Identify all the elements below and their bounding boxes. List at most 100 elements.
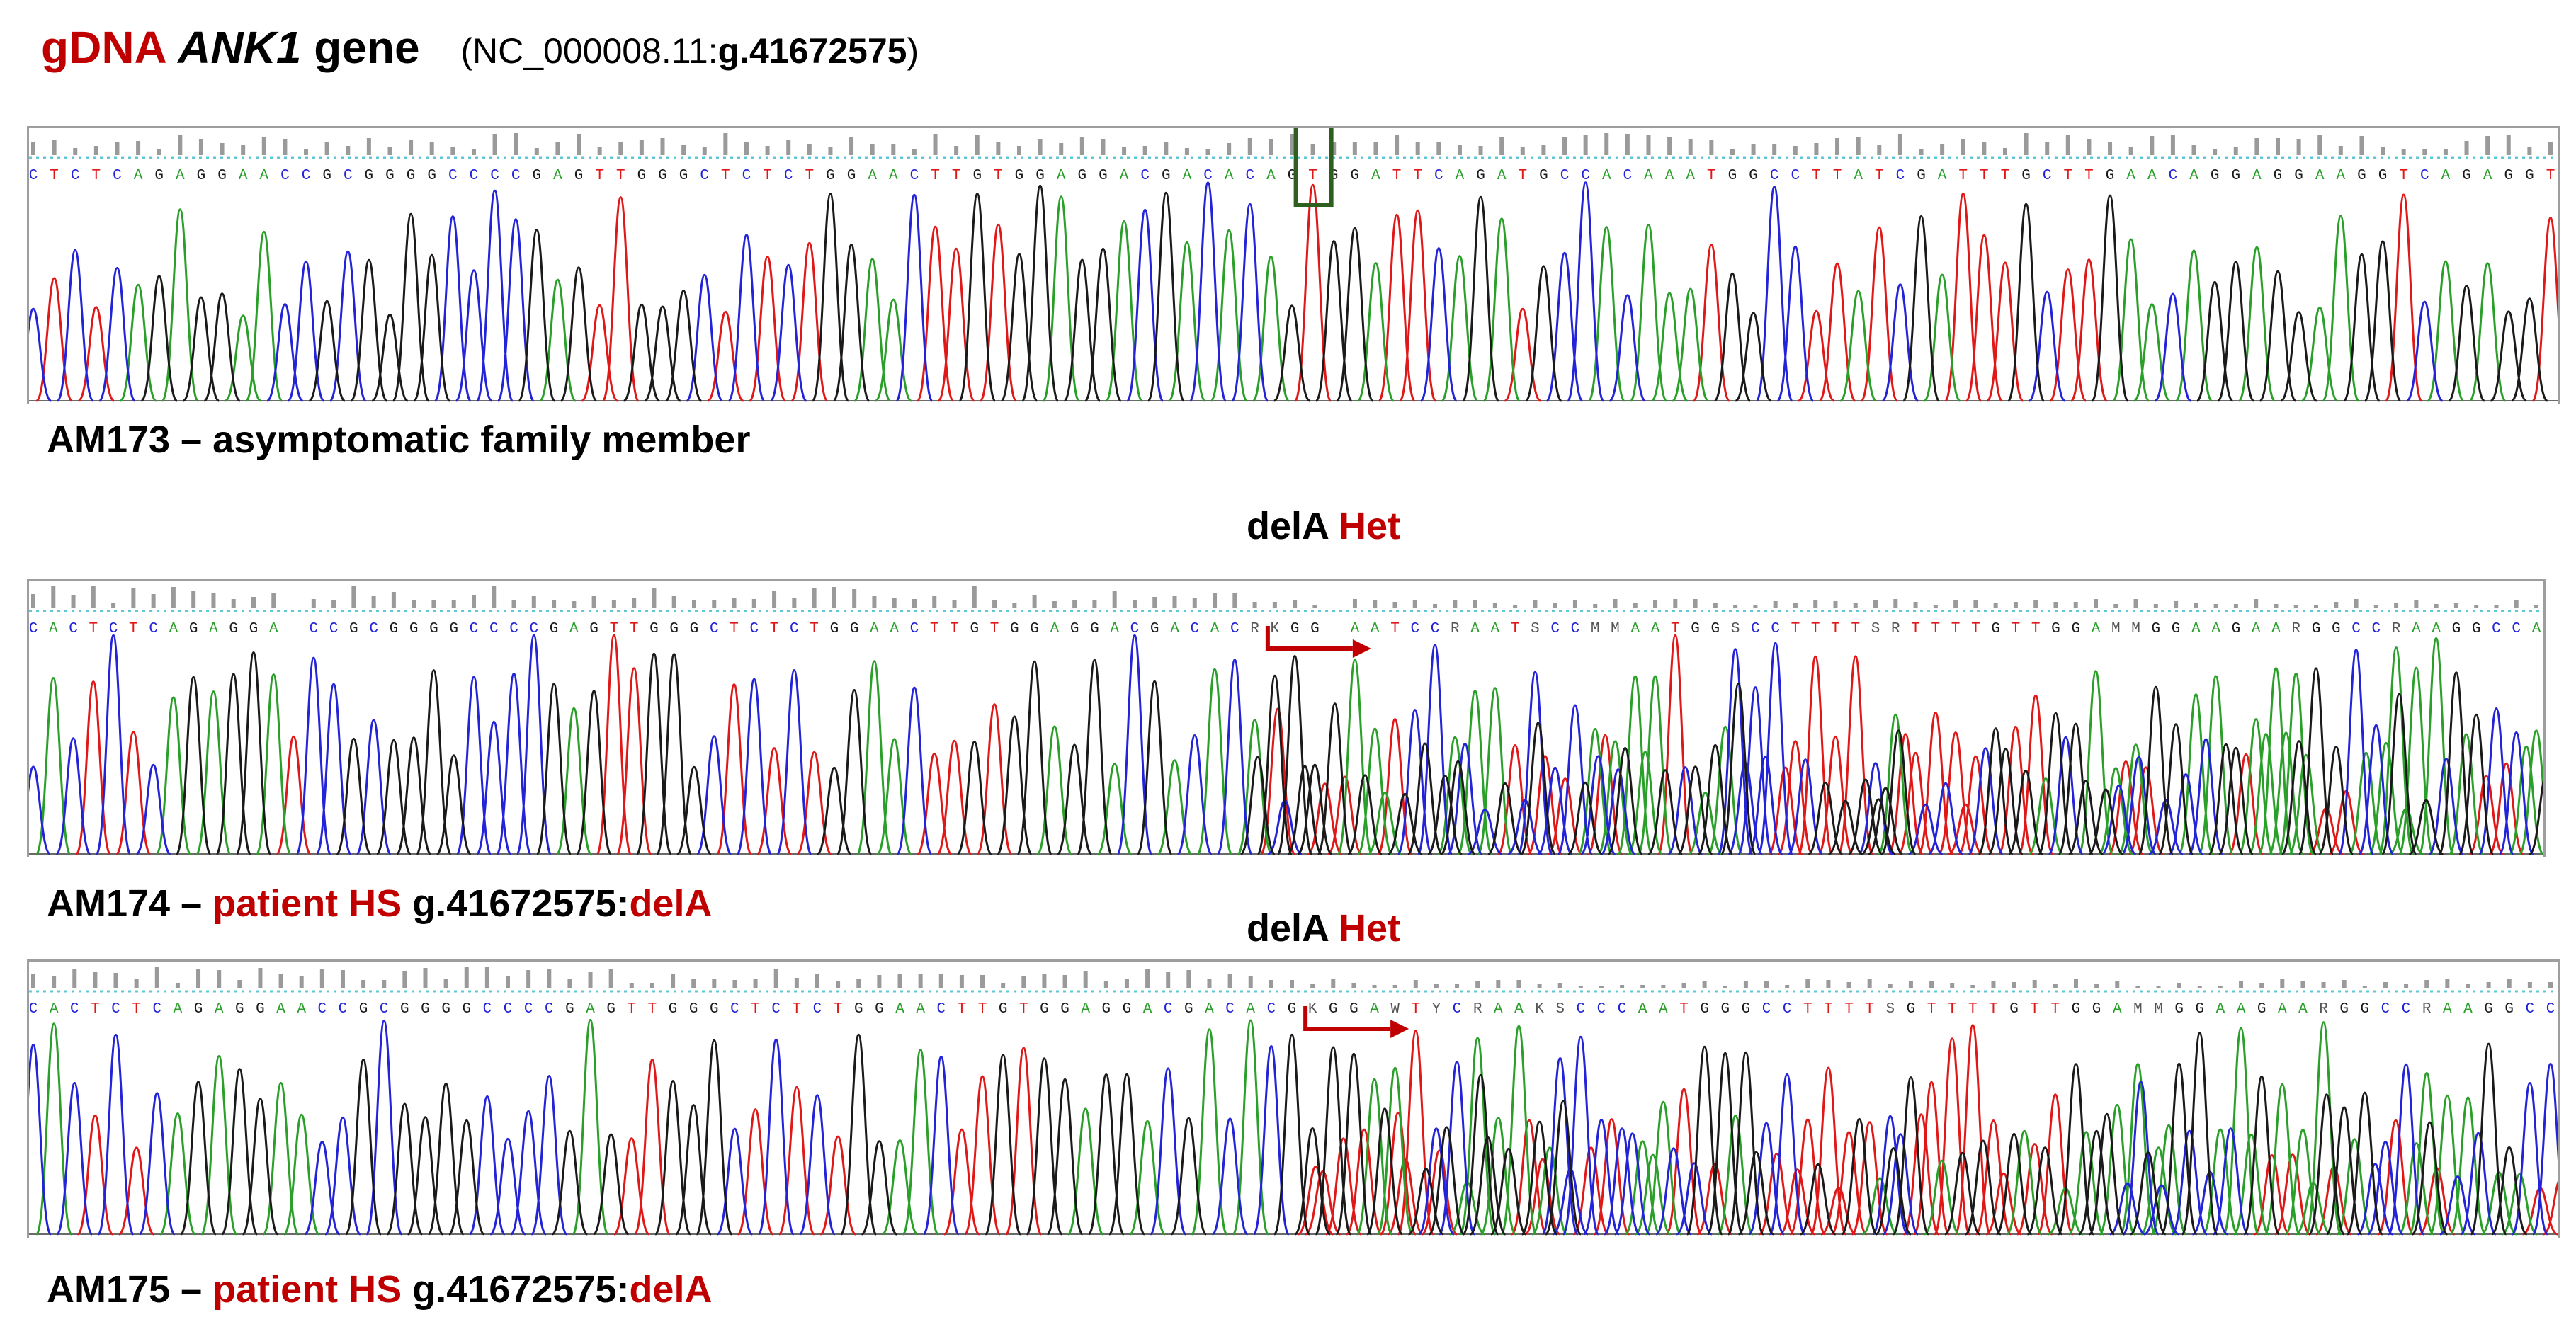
base-call: A bbox=[1371, 168, 1380, 184]
base-call: G bbox=[1102, 1001, 1111, 1018]
base-call: A bbox=[2237, 1001, 2246, 1018]
base-call: C bbox=[318, 1001, 327, 1018]
base-call: T bbox=[952, 168, 961, 184]
base-call: T bbox=[2012, 621, 2021, 637]
caption-am173: AM173 – asymptomatic family member bbox=[47, 418, 751, 461]
base-call: C bbox=[483, 1001, 492, 1018]
base-call: G bbox=[2195, 1001, 2204, 1018]
base-call: C bbox=[29, 168, 38, 184]
base-call: G bbox=[1060, 1001, 1069, 1018]
base-call: K bbox=[1271, 621, 1280, 637]
base-call: T bbox=[950, 621, 959, 637]
base-call: G bbox=[1700, 1001, 1709, 1018]
base-call: G bbox=[385, 168, 395, 184]
base-call: A bbox=[2252, 168, 2262, 184]
base-call: G bbox=[1030, 621, 1039, 637]
base-call: T bbox=[2084, 168, 2094, 184]
base-call: G bbox=[235, 1001, 244, 1018]
base-call: Y bbox=[1432, 1001, 1441, 1018]
base-call: G bbox=[1907, 1001, 1916, 1018]
base-call: T bbox=[1948, 1001, 1957, 1018]
base-call: C bbox=[545, 1001, 554, 1018]
base-call: G bbox=[1290, 621, 1300, 637]
base-call: M bbox=[1611, 621, 1620, 637]
base-call: T bbox=[793, 1001, 802, 1018]
base-call: R bbox=[1250, 621, 1259, 637]
base-call: R bbox=[2291, 621, 2300, 637]
arrow-head bbox=[1352, 639, 1371, 658]
base-call: C bbox=[113, 168, 122, 184]
base-call: T bbox=[1791, 621, 1800, 637]
trace-T bbox=[76, 1024, 2558, 1236]
base-call: A bbox=[209, 621, 218, 637]
base-call: A bbox=[1854, 168, 1863, 184]
base-call: C bbox=[329, 621, 339, 637]
base-call: G bbox=[2152, 621, 2161, 637]
trace-A bbox=[35, 637, 2543, 855]
base-call: T bbox=[1831, 621, 1840, 637]
base-call: A bbox=[889, 168, 898, 184]
base-call: T bbox=[1511, 621, 1520, 637]
base-call: G bbox=[1329, 1001, 1338, 1018]
base-call: G bbox=[669, 621, 679, 637]
base-call: C bbox=[790, 621, 799, 637]
base-call: C bbox=[2492, 621, 2501, 637]
base-call: G bbox=[574, 168, 584, 184]
base-call: G bbox=[2357, 168, 2366, 184]
base-call: C bbox=[1597, 1001, 1606, 1018]
base-call: T bbox=[990, 621, 999, 637]
base-call: C bbox=[1751, 621, 1760, 637]
base-call: T bbox=[958, 1001, 967, 1018]
base-call: G bbox=[2257, 1001, 2266, 1018]
base-call: T bbox=[1865, 1001, 1874, 1018]
base-call: G bbox=[1728, 168, 1737, 184]
base-call: T bbox=[91, 1001, 100, 1018]
base-call: G bbox=[972, 168, 982, 184]
base-call: A bbox=[868, 168, 877, 184]
base-call: T bbox=[931, 168, 940, 184]
base-call: G bbox=[1991, 621, 2000, 637]
base-call: A bbox=[2126, 168, 2135, 184]
base-call: C bbox=[1577, 1001, 1586, 1018]
base-call: C bbox=[813, 1001, 822, 1018]
base-call: T bbox=[132, 1001, 141, 1018]
base-call: C bbox=[1762, 1001, 1771, 1018]
base-call: G bbox=[2452, 621, 2461, 637]
base-call: A bbox=[569, 621, 579, 637]
base-call: C bbox=[70, 1001, 79, 1018]
base-call: T bbox=[1679, 1001, 1689, 1018]
base-call: A bbox=[1057, 168, 1066, 184]
base-call: G bbox=[256, 1001, 265, 1018]
title-gdna: gDNA bbox=[41, 22, 166, 73]
base-call: G bbox=[690, 621, 699, 637]
base-call: C bbox=[710, 621, 719, 637]
base-call: A bbox=[1370, 1001, 1379, 1018]
base-call: G bbox=[2172, 621, 2181, 637]
base-call: T bbox=[2001, 168, 2010, 184]
base-call: G bbox=[390, 621, 399, 637]
base-call: C bbox=[1771, 621, 1780, 637]
base-call: A bbox=[1644, 168, 1653, 184]
base-call: C bbox=[380, 1001, 389, 1018]
base-call: A bbox=[2278, 1001, 2287, 1018]
base-call: T bbox=[2064, 168, 2073, 184]
base-call: C bbox=[524, 1001, 533, 1018]
base-call: A bbox=[176, 168, 185, 184]
base-call: M bbox=[2111, 621, 2121, 637]
base-call: G bbox=[710, 1001, 719, 1018]
base-call: T bbox=[627, 1001, 636, 1018]
base-call: R bbox=[2422, 1001, 2432, 1018]
base-call: A bbox=[2532, 621, 2541, 637]
base-call: A bbox=[1143, 1001, 1152, 1018]
base-call: T bbox=[1844, 1001, 1854, 1018]
base-call: T bbox=[1931, 621, 1941, 637]
base-call: G bbox=[229, 621, 238, 637]
base-call: G bbox=[1099, 168, 1108, 184]
base-call: G bbox=[194, 1001, 203, 1018]
base-call: C bbox=[448, 168, 458, 184]
base-call: A bbox=[2483, 168, 2492, 184]
base-call: A bbox=[276, 1001, 285, 1018]
base-call: C bbox=[1581, 168, 1590, 184]
base-call: A bbox=[553, 168, 562, 184]
